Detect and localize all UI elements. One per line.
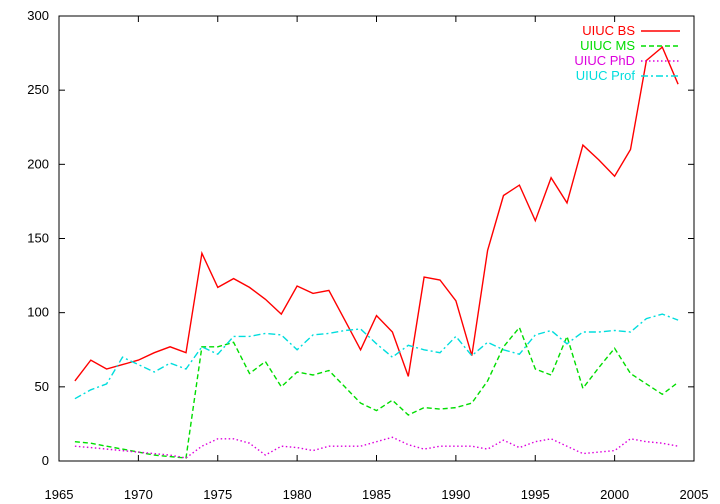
x-tick-label: 1995 bbox=[521, 487, 550, 502]
series-line-uiuc-bs bbox=[74, 45, 679, 382]
x-tick-label: 2000 bbox=[600, 487, 629, 502]
y-tick-label: 0 bbox=[42, 453, 49, 468]
series-line-uiuc-prof bbox=[74, 313, 679, 400]
legend-label: UIUC Prof bbox=[576, 68, 636, 83]
legend-label: UIUC BS bbox=[582, 23, 635, 38]
x-tick-label: 1985 bbox=[362, 487, 391, 502]
y-tick-label: 250 bbox=[27, 82, 49, 97]
series-line-uiuc-ms bbox=[74, 326, 679, 459]
x-tick-label: 1970 bbox=[124, 487, 153, 502]
x-tick-label: 1990 bbox=[441, 487, 470, 502]
y-tick-label: 100 bbox=[27, 305, 49, 320]
series-line-uiuc-phd bbox=[74, 436, 679, 459]
x-tick-label: 1980 bbox=[283, 487, 312, 502]
y-tick-label: 50 bbox=[35, 379, 49, 394]
y-tick-label: 150 bbox=[27, 231, 49, 246]
x-tick-label: 1975 bbox=[203, 487, 232, 502]
y-tick-label: 300 bbox=[27, 8, 49, 23]
axis-ticks: 0 50 100 150 200 250 300 1965 1970 1975 1980 1985 19… bbox=[27, 8, 708, 502]
x-tick-label: 1965 bbox=[45, 487, 74, 502]
series-lines bbox=[74, 45, 679, 459]
x-tick-label: 2005 bbox=[680, 487, 709, 502]
legend-label: UIUC PhD bbox=[574, 53, 635, 68]
y-tick-label: 200 bbox=[27, 156, 49, 171]
legend-label: UIUC MS bbox=[580, 38, 635, 53]
